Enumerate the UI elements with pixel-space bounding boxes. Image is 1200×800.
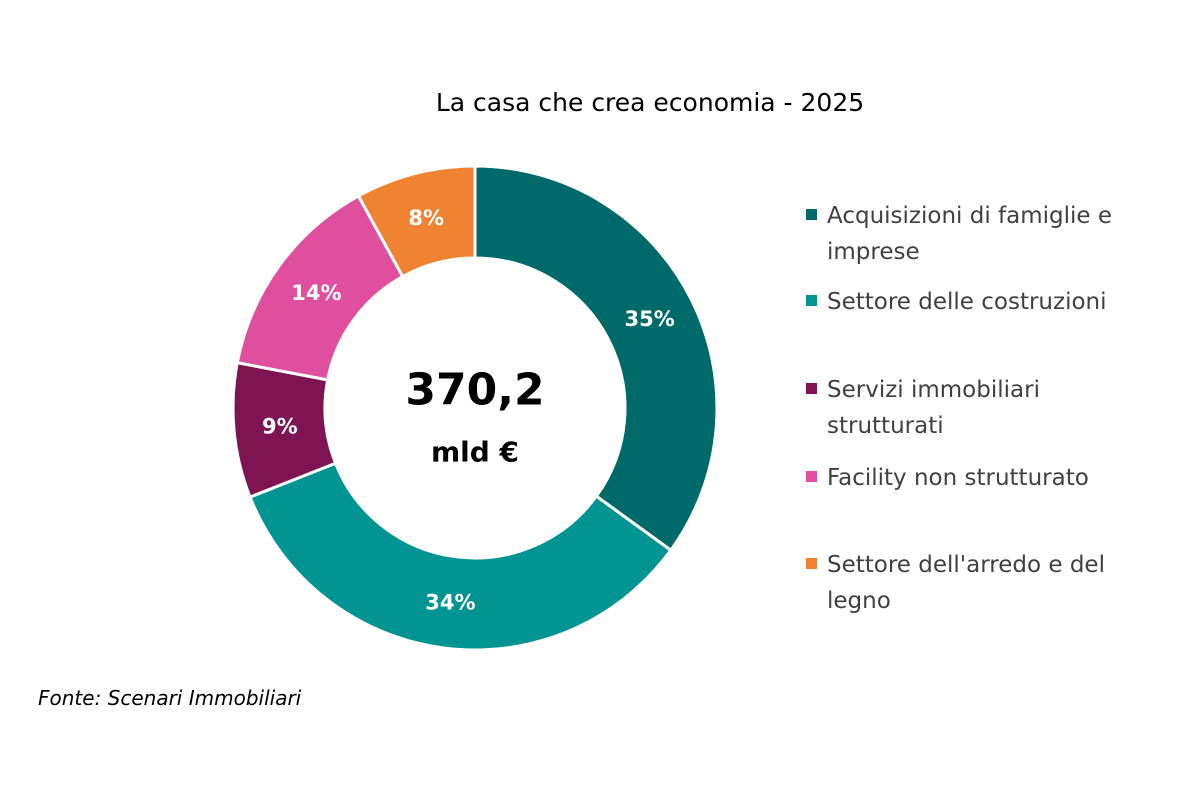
legend-swatch: [806, 295, 817, 306]
legend-item: Facility non strutturato: [806, 460, 1186, 496]
source-note: Fonte: Scenari Immobiliari: [38, 686, 302, 710]
center-total-value: 370,2: [405, 365, 544, 416]
legend-item: Settore dell'arredo e del legno: [806, 547, 1186, 619]
donut-slice-0: [473, 164, 719, 553]
legend-label: Acquisizioni di famiglie e imprese: [827, 203, 1113, 265]
legend-label: Settore dell'arredo e del legno: [827, 552, 1105, 614]
slice-data-label: 35%: [625, 307, 675, 331]
legend-swatch: [806, 383, 817, 394]
legend-swatch: [806, 558, 817, 569]
legend-label: Settore delle costruzioni: [827, 289, 1107, 315]
legend-label: Servizi immobiliari strutturati: [827, 377, 1040, 439]
slice-data-label: 14%: [291, 281, 341, 305]
donut-slice-1: [248, 461, 673, 652]
chart-title: La casa che crea economia - 2025: [435, 88, 865, 117]
slice-data-label: 34%: [425, 590, 475, 614]
donut-slice-4: [356, 164, 477, 279]
legend-item: Acquisizioni di famiglie e imprese: [806, 198, 1186, 270]
legend-item: Settore delle costruzioni: [806, 284, 1186, 320]
slice-data-label: 8%: [408, 206, 444, 230]
center-total-unit: mld €: [431, 436, 519, 469]
legend-swatch: [806, 471, 817, 482]
legend-label: Facility non strutturato: [827, 465, 1089, 491]
legend-swatch: [806, 209, 817, 220]
donut-chart: 35% 34% 9% 14% 8% 370,2 mld €: [231, 164, 719, 652]
slice-data-label: 9%: [262, 414, 298, 438]
legend-item: Servizi immobiliari strutturati: [806, 372, 1186, 444]
